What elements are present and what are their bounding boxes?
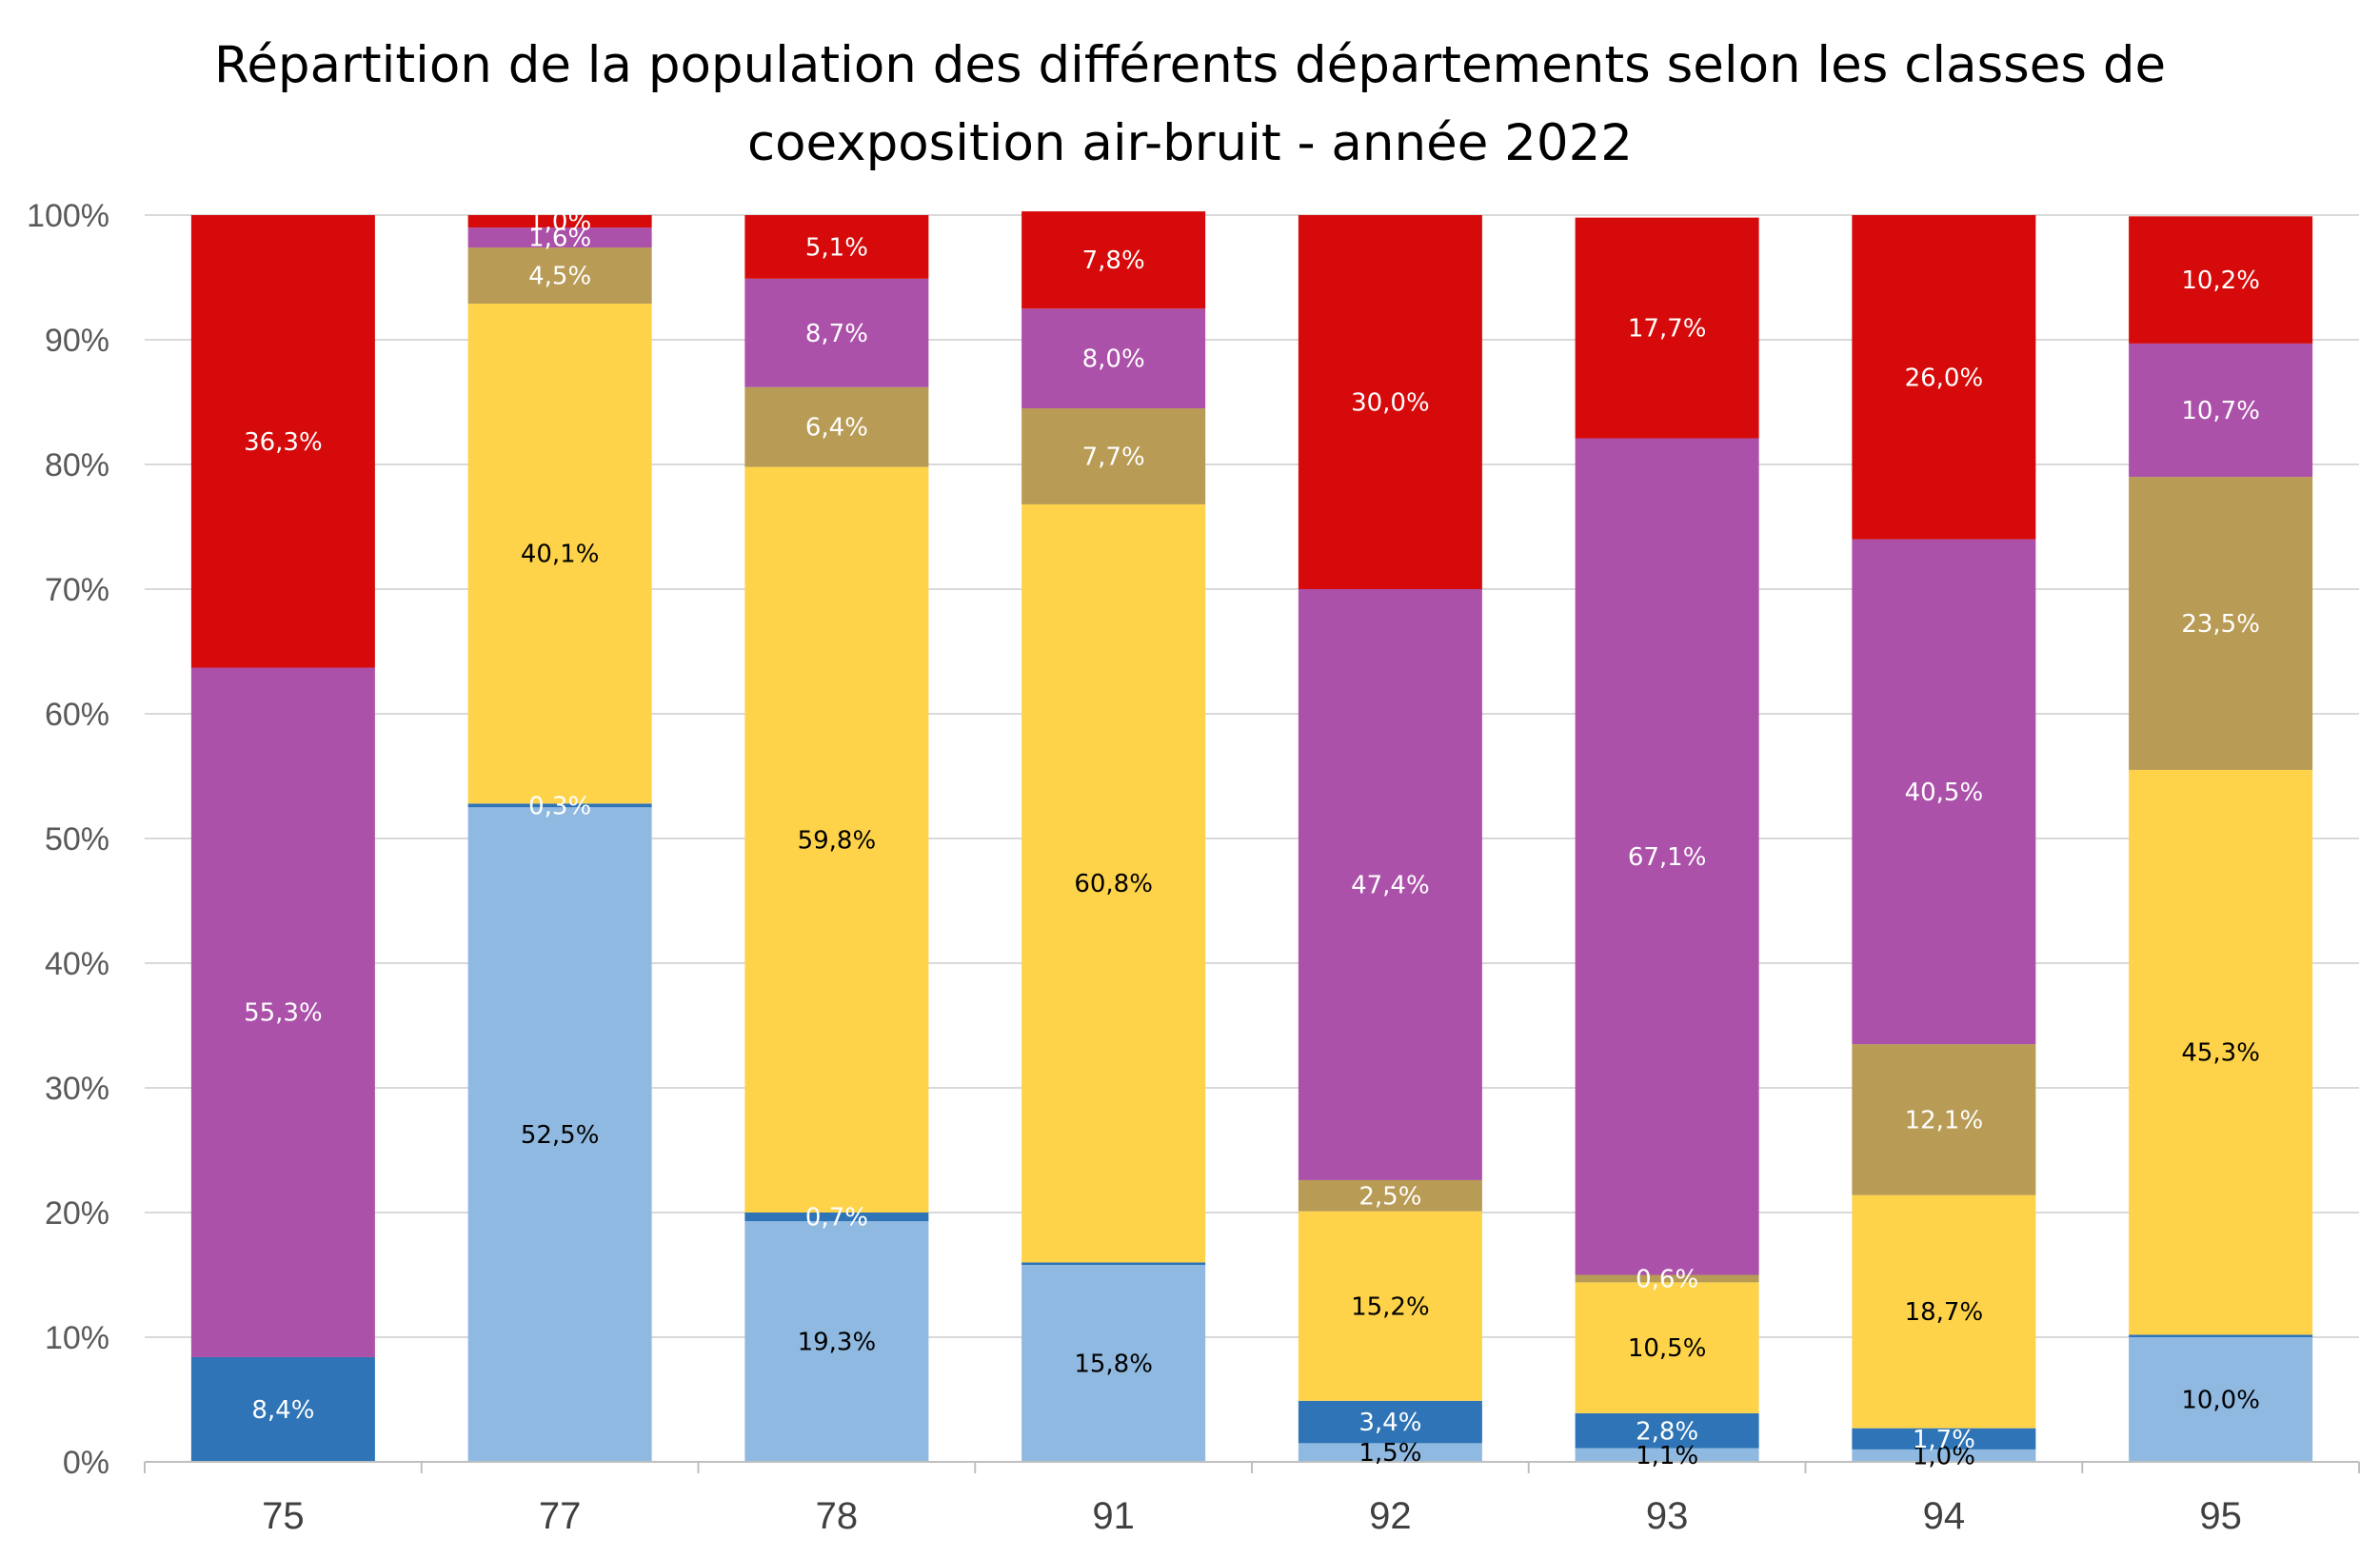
y-tick-label: 90% [45, 323, 109, 359]
data-label: 10,5% [1628, 1334, 1707, 1363]
x-tick-label: 94 [1923, 1495, 1966, 1537]
data-label: 12,1% [1905, 1106, 1984, 1134]
data-label: 59,8% [798, 826, 877, 855]
stacked-bar-chart: 0% 10% 20% 30% 40% 50% 60% 70% 80% 90% 100% 8,4% 55… [0, 0, 2380, 1558]
y-tick-label: 50% [45, 821, 109, 858]
y-tick-label: 10% [45, 1320, 109, 1356]
x-axis-tick-labels: 75 77 78 91 92 93 94 95 [262, 1495, 2242, 1537]
data-label: 15,2% [1351, 1292, 1430, 1321]
x-tick-label: 95 [2199, 1495, 2242, 1537]
data-label: 10,2% [2181, 266, 2260, 295]
y-tick-label: 70% [45, 572, 109, 608]
data-label: 2,5% [1359, 1182, 1421, 1211]
data-label: 40,1% [521, 541, 600, 569]
y-tick-label: 20% [45, 1195, 109, 1232]
data-label: 47,4% [1351, 871, 1430, 899]
data-label: 8,4% [251, 1396, 314, 1425]
data-label: 52,5% [521, 1121, 600, 1150]
data-label: 15,8% [1074, 1351, 1153, 1379]
data-label: 1,5% [1359, 1439, 1421, 1468]
y-tick-label: 30% [45, 1071, 109, 1107]
data-label: 1,7% [1913, 1426, 1975, 1454]
data-label: 7,7% [1082, 443, 1145, 471]
y-tick-label: 80% [45, 447, 109, 483]
x-tick-label: 93 [1646, 1495, 1689, 1537]
data-label: 18,7% [1905, 1298, 1984, 1327]
y-tick-label: 60% [45, 697, 109, 733]
y-axis-tick-labels: 0% 10% 20% 30% 40% 50% 60% 70% 80% 90% 100% [27, 198, 109, 1481]
data-label: 17,7% [1628, 315, 1707, 344]
x-tick-label: 77 [539, 1495, 582, 1537]
x-tick-label: 78 [816, 1495, 859, 1537]
x-tick-label: 92 [1369, 1495, 1412, 1537]
data-label: 5,1% [805, 233, 868, 262]
data-label: 23,5% [2181, 610, 2260, 639]
data-label: 10,0% [2181, 1387, 2260, 1415]
data-label: 4,5% [528, 263, 591, 291]
bar-segment [2129, 1334, 2312, 1337]
data-label: 26,0% [1905, 364, 1984, 392]
data-label: 36,3% [244, 428, 323, 457]
bars [191, 211, 2312, 1462]
data-label: 40,5% [1905, 779, 1984, 807]
y-tick-label: 40% [45, 946, 109, 982]
data-label: 7,8% [1082, 247, 1145, 275]
data-label: 67,1% [1628, 843, 1707, 872]
data-label: 30,0% [1351, 389, 1430, 418]
data-label: 45,3% [2181, 1039, 2260, 1068]
data-label: 60,8% [1074, 870, 1153, 898]
data-label: 6,4% [805, 414, 868, 443]
x-axis [145, 1462, 2359, 1473]
data-label: 19,3% [798, 1329, 877, 1357]
data-label: 2,8% [1636, 1417, 1698, 1446]
data-label: 1,0% [528, 208, 591, 237]
data-label: 0,7% [805, 1204, 868, 1233]
data-label: 0,6% [1636, 1265, 1698, 1293]
data-label: 8,0% [1082, 345, 1145, 374]
data-label: 1,1% [1636, 1442, 1698, 1470]
x-tick-label: 75 [262, 1495, 305, 1537]
bar-segment [1021, 1262, 1205, 1265]
y-tick-label: 100% [27, 198, 109, 234]
data-label: 55,3% [244, 999, 323, 1028]
data-label: 3,4% [1359, 1409, 1421, 1437]
data-label: 8,7% [805, 320, 868, 348]
x-tick-label: 91 [1092, 1495, 1135, 1537]
data-label: 0,3% [528, 792, 591, 820]
data-label: 10,7% [2181, 397, 2260, 425]
y-tick-label: 0% [63, 1445, 109, 1481]
